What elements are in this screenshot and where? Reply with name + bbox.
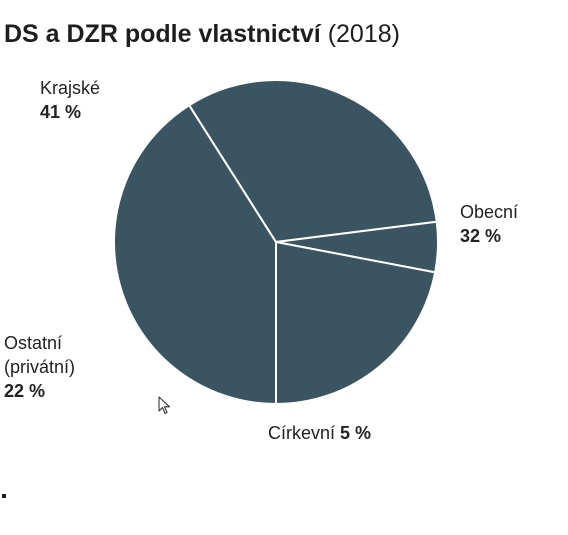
pie-slice-obecni	[188, 79, 438, 243]
chart-title: DS a DZR podle vlastnictví (2018)	[4, 18, 400, 50]
slice-name-line2: (privátní)	[4, 357, 76, 377]
slice-name: Krajské	[40, 78, 101, 98]
slice-label-krajske: Krajské 41 %	[40, 76, 100, 124]
mouse-cursor-icon	[158, 396, 171, 415]
slice-name: Církevní	[268, 423, 336, 443]
chart-title-year: (2018)	[327, 20, 400, 48]
slice-name: Ostatní	[4, 333, 63, 353]
slice-value: 32 %	[460, 226, 502, 246]
slice-value: 41 %	[40, 102, 82, 122]
slice-value: 5 %	[340, 423, 372, 443]
pie-slices	[113, 79, 439, 405]
stray-dot	[2, 494, 6, 498]
slice-label-obecni: Obecní 32 %	[460, 200, 518, 248]
pie-slice-ostatni	[275, 241, 437, 405]
chart-title-main: DS a DZR podle vlastnictví	[4, 20, 321, 48]
slice-value: 22 %	[4, 381, 46, 401]
slice-label-ostatni: Ostatní (privátní) 22 %	[4, 331, 75, 403]
slice-name: Obecní	[460, 202, 519, 222]
slice-label-cirkevni: Církevní 5 %	[268, 421, 371, 445]
